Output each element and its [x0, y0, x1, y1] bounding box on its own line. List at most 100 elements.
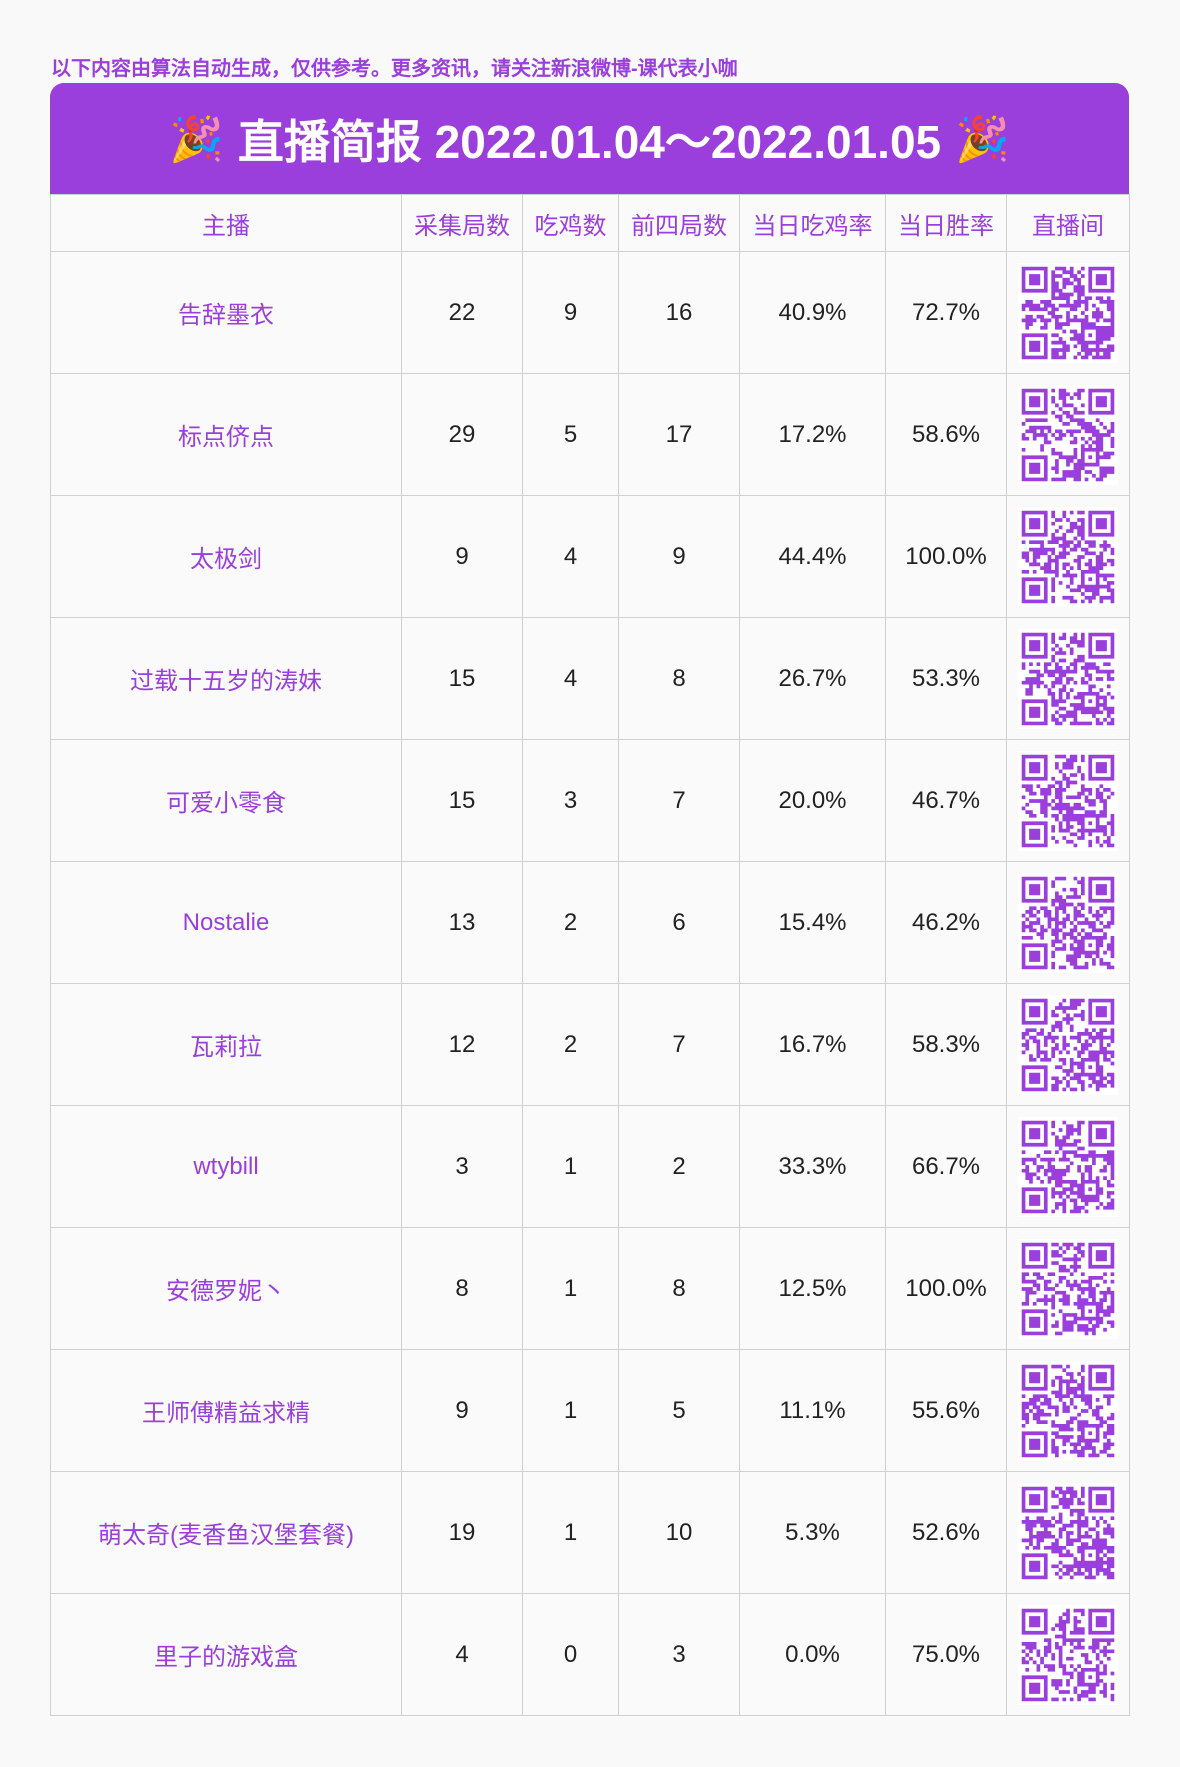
- header-day-rate: 当日胜率: [885, 194, 1007, 252]
- cell-live-room: [1006, 1471, 1130, 1594]
- party-popper-icon: 🎉: [955, 114, 1010, 164]
- cell-top4: 3: [618, 1593, 740, 1716]
- cell-wins: 1: [522, 1227, 619, 1350]
- live-room-qr-code-icon[interactable]: [1018, 628, 1118, 729]
- cell-games: 22: [401, 251, 523, 374]
- cell-games: 19: [401, 1471, 523, 1594]
- live-room-qr-code-icon[interactable]: [1018, 750, 1118, 851]
- cell-day-rate: 46.7%: [885, 739, 1007, 862]
- live-room-qr-code-icon[interactable]: [1018, 1482, 1118, 1583]
- cell-day-rate: 72.7%: [885, 251, 1007, 374]
- streamer-table: 主播 采集局数 吃鸡数 前四局数 当日吃鸡率 当日胜率 直播间 告辞墨衣 22 9 16 40.9%…: [50, 194, 1130, 1716]
- live-room-qr-code-icon[interactable]: [1018, 1604, 1118, 1705]
- cell-name: 萌太奇(麦香鱼汉堡套餐): [50, 1471, 402, 1594]
- cell-games: 15: [401, 739, 523, 862]
- cell-win-rate: 12.5%: [739, 1227, 886, 1350]
- cell-day-rate: 58.6%: [885, 373, 1007, 496]
- cell-live-room: [1006, 861, 1130, 984]
- cell-top4: 7: [618, 983, 740, 1106]
- cell-name: 太极剑: [50, 495, 402, 618]
- cell-win-rate: 40.9%: [739, 251, 886, 374]
- cell-live-room: [1006, 1227, 1130, 1350]
- cell-win-rate: 11.1%: [739, 1349, 886, 1472]
- cell-wins: 2: [522, 861, 619, 984]
- cell-live-room: [1006, 983, 1130, 1106]
- cell-day-rate: 75.0%: [885, 1593, 1007, 1716]
- header-wins: 吃鸡数: [522, 194, 619, 252]
- cell-wins: 5: [522, 373, 619, 496]
- cell-games: 12: [401, 983, 523, 1106]
- cell-top4: 8: [618, 617, 740, 740]
- table-row: 安德罗妮丶 8 1 8 12.5% 100.0%: [50, 1227, 1130, 1350]
- live-room-qr-code-icon[interactable]: [1018, 1116, 1118, 1217]
- header-streamer: 主播: [50, 194, 402, 252]
- cell-name: 标点侪点: [50, 373, 402, 496]
- live-room-qr-code-icon[interactable]: [1018, 1238, 1118, 1339]
- live-room-qr-code-icon[interactable]: [1018, 994, 1118, 1095]
- cell-top4: 9: [618, 495, 740, 618]
- cell-live-room: [1006, 373, 1130, 496]
- cell-wins: 1: [522, 1105, 619, 1228]
- cell-games: 13: [401, 861, 523, 984]
- live-room-qr-code-icon[interactable]: [1018, 262, 1118, 363]
- cell-win-rate: 17.2%: [739, 373, 886, 496]
- table-row: 萌太奇(麦香鱼汉堡套餐) 19 1 10 5.3% 52.6%: [50, 1471, 1130, 1594]
- cell-day-rate: 53.3%: [885, 617, 1007, 740]
- cell-wins: 3: [522, 739, 619, 862]
- cell-name: 王师傅精益求精: [50, 1349, 402, 1472]
- cell-live-room: [1006, 251, 1130, 374]
- header-games: 采集局数: [401, 194, 523, 252]
- live-room-qr-code-icon[interactable]: [1018, 384, 1118, 485]
- cell-top4: 8: [618, 1227, 740, 1350]
- table-row: 太极剑 9 4 9 44.4% 100.0%: [50, 495, 1130, 618]
- cell-name: 瓦莉拉: [50, 983, 402, 1106]
- cell-live-room: [1006, 1349, 1130, 1472]
- cell-win-rate: 15.4%: [739, 861, 886, 984]
- cell-top4: 10: [618, 1471, 740, 1594]
- cell-day-rate: 58.3%: [885, 983, 1007, 1106]
- cell-games: 8: [401, 1227, 523, 1350]
- cell-win-rate: 0.0%: [739, 1593, 886, 1716]
- cell-win-rate: 44.4%: [739, 495, 886, 618]
- cell-games: 4: [401, 1593, 523, 1716]
- cell-top4: 17: [618, 373, 740, 496]
- cell-top4: 2: [618, 1105, 740, 1228]
- cell-live-room: [1006, 1593, 1130, 1716]
- cell-name: 告辞墨衣: [50, 251, 402, 374]
- table-row: 王师傅精益求精 9 1 5 11.1% 55.6%: [50, 1349, 1130, 1472]
- cell-games: 9: [401, 1349, 523, 1472]
- cell-win-rate: 5.3%: [739, 1471, 886, 1594]
- cell-name: wtybill: [50, 1105, 402, 1228]
- cell-name: Nostalie: [50, 861, 402, 984]
- cell-games: 9: [401, 495, 523, 618]
- header-top4: 前四局数: [618, 194, 740, 252]
- header-win-rate: 当日吃鸡率: [739, 194, 886, 252]
- cell-wins: 9: [522, 251, 619, 374]
- cell-top4: 5: [618, 1349, 740, 1472]
- table-row: wtybill 3 1 2 33.3% 66.7%: [50, 1105, 1130, 1228]
- disclaimer-text: 以下内容由算法自动生成，仅供参考。更多资讯，请关注新浪微博-课代表小咖: [51, 58, 738, 80]
- cell-name: 安德罗妮丶: [50, 1227, 402, 1350]
- cell-wins: 2: [522, 983, 619, 1106]
- banner: 🎉 直播简报 2022.01.04～2022.01.05 🎉: [50, 83, 1129, 194]
- banner-title: 直播简报 2022.01.04～2022.01.05: [237, 115, 942, 168]
- table-row: 可爱小零食 15 3 7 20.0% 46.7%: [50, 739, 1130, 862]
- cell-win-rate: 33.3%: [739, 1105, 886, 1228]
- party-popper-icon: 🎉: [169, 114, 224, 164]
- cell-top4: 7: [618, 739, 740, 862]
- cell-day-rate: 52.6%: [885, 1471, 1007, 1594]
- cell-wins: 1: [522, 1471, 619, 1594]
- table-row: 过载十五岁的涛妹 15 4 8 26.7% 53.3%: [50, 617, 1130, 740]
- live-room-qr-code-icon[interactable]: [1018, 872, 1118, 973]
- cell-wins: 0: [522, 1593, 619, 1716]
- cell-name: 可爱小零食: [50, 739, 402, 862]
- cell-games: 15: [401, 617, 523, 740]
- cell-win-rate: 16.7%: [739, 983, 886, 1106]
- live-room-qr-code-icon[interactable]: [1018, 506, 1118, 607]
- cell-live-room: [1006, 617, 1130, 740]
- cell-games: 29: [401, 373, 523, 496]
- cell-win-rate: 20.0%: [739, 739, 886, 862]
- cell-games: 3: [401, 1105, 523, 1228]
- live-room-qr-code-icon[interactable]: [1018, 1360, 1118, 1461]
- table-row: Nostalie 13 2 6 15.4% 46.2%: [50, 861, 1130, 984]
